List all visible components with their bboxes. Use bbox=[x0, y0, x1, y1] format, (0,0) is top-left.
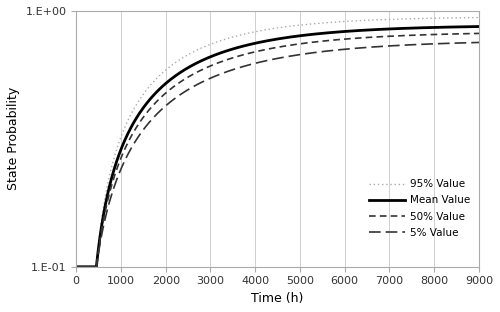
Mean Value bbox=[269, 38, 275, 42]
95% Value bbox=[94, 260, 100, 264]
50% Value bbox=[94, 261, 100, 265]
Mean Value bbox=[74, 265, 80, 269]
50% Value bbox=[476, 32, 482, 35]
5% Value bbox=[464, 41, 470, 45]
50% Value bbox=[464, 32, 470, 36]
Y-axis label: State Probability: State Probability bbox=[7, 87, 20, 191]
95% Value bbox=[74, 265, 80, 269]
5% Value bbox=[390, 44, 396, 47]
95% Value bbox=[464, 16, 470, 20]
5% Value bbox=[258, 60, 264, 64]
95% Value bbox=[464, 16, 470, 20]
5% Value bbox=[476, 41, 482, 44]
Line: 50% Value: 50% Value bbox=[76, 33, 479, 267]
Legend: 95% Value, Mean Value, 50% Value, 5% Value: 95% Value, Mean Value, 50% Value, 5% Val… bbox=[366, 176, 474, 241]
50% Value bbox=[269, 46, 275, 50]
95% Value bbox=[258, 29, 264, 32]
Mean Value bbox=[464, 25, 470, 29]
Mean Value bbox=[390, 27, 396, 31]
Line: Mean Value: Mean Value bbox=[76, 27, 479, 267]
5% Value bbox=[94, 262, 100, 266]
Line: 5% Value: 5% Value bbox=[76, 42, 479, 267]
50% Value bbox=[464, 32, 470, 36]
Mean Value bbox=[476, 25, 482, 28]
95% Value bbox=[390, 17, 396, 21]
95% Value bbox=[476, 16, 482, 19]
50% Value bbox=[74, 265, 80, 269]
50% Value bbox=[390, 34, 396, 38]
5% Value bbox=[464, 41, 470, 45]
X-axis label: Time (h): Time (h) bbox=[252, 292, 304, 305]
Line: 95% Value: 95% Value bbox=[76, 17, 479, 267]
95% Value bbox=[269, 27, 275, 31]
5% Value bbox=[269, 58, 275, 61]
Mean Value bbox=[258, 40, 264, 44]
Mean Value bbox=[464, 25, 470, 29]
5% Value bbox=[74, 265, 80, 269]
50% Value bbox=[258, 49, 264, 52]
Mean Value bbox=[94, 261, 100, 264]
